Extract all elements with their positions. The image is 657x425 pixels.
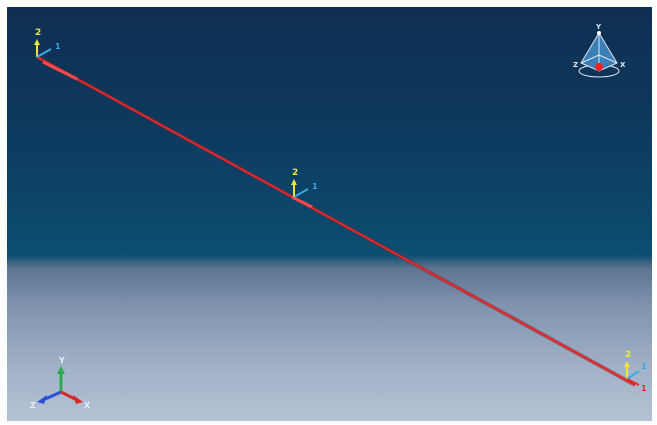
view-cube-label-z: Z [573,61,578,69]
triad-mid: 2 1 [291,168,318,198]
beam-line [36,56,636,386]
beam-mid-marker [291,195,313,209]
viewport-canvas: 2 1 2 1 2 1 1 [30,23,647,410]
global-triad-label-z: Z [30,401,36,410]
triad-start-axis-1 [36,48,52,58]
global-triad-y-arrow [57,366,65,374]
beam-element[interactable] [36,55,636,387]
global-triad-z-axis [42,390,62,402]
triad-start-label-1: 1 [55,42,61,51]
triad-start-arrow-2 [34,39,40,45]
view-cube-top-dot [597,31,601,35]
triad-mid-axis-1 [293,188,309,198]
triad-mid-label-1: 1 [312,182,318,191]
global-triad: Y Z X [30,356,91,410]
view-cube-label-y: Y [595,23,602,31]
triad-end-axis-1 [626,370,640,380]
triad-end-axis-red [626,378,640,386]
view-cube-origin-dot [595,63,603,71]
triad-end: 2 1 1 [624,350,647,393]
view-cube-label-x: X [620,61,626,69]
view-cube[interactable]: Y Z X [573,23,626,78]
triad-mid-label-2: 2 [292,168,298,178]
triad-end-arrow-2 [624,361,630,367]
global-triad-z-arrow [37,395,47,404]
global-triad-label-y: Y [58,356,65,365]
beam-start-marker [42,60,78,81]
triad-start-label-2: 2 [35,28,41,38]
triad-start: 2 1 [34,28,61,58]
view-cube-edge-left [580,54,600,64]
model-viewport[interactable]: 2 1 2 1 2 1 1 [7,7,652,421]
triad-end-label-extra: 1 [641,384,647,393]
triad-end-label-2: 2 [625,350,631,360]
global-triad-label-x: X [84,401,91,410]
global-triad-x-arrow [73,395,83,404]
view-cube-edge-right [598,54,618,64]
triad-mid-arrow-2 [291,179,297,185]
triad-end-label-1: 1 [641,362,647,371]
